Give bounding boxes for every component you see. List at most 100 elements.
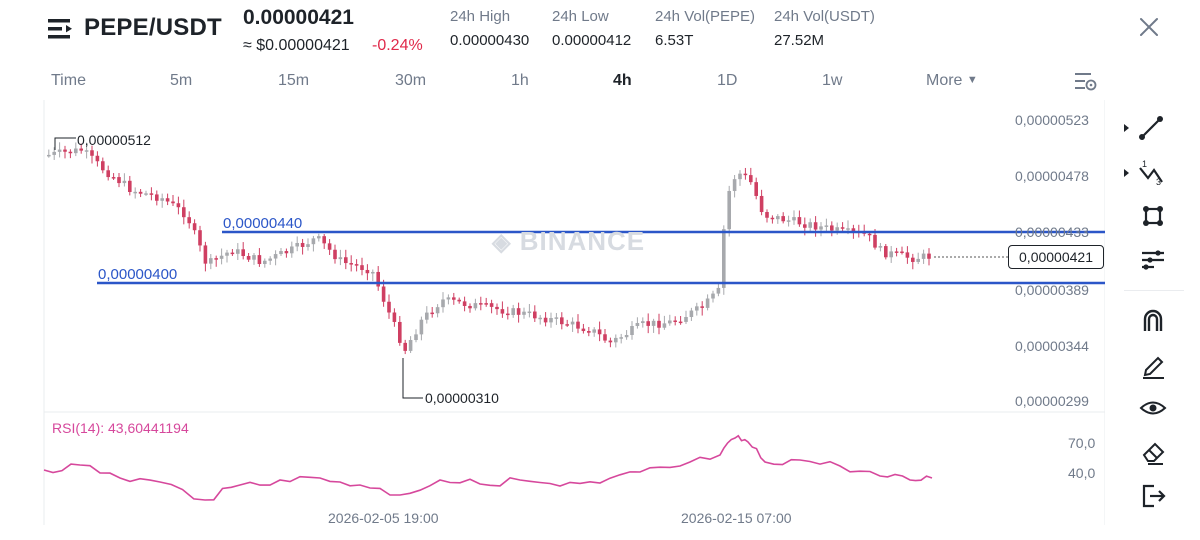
price-axis-label: 0,00000433: [1015, 224, 1089, 240]
eye-icon[interactable]: [1138, 393, 1168, 423]
hline-440-label: 0,00000440: [223, 215, 303, 232]
candle: [160, 198, 164, 201]
candle: [905, 252, 910, 258]
tab-30m[interactable]: 30m: [395, 72, 427, 89]
candle: [354, 264, 359, 266]
low-marker-label: 0,00000310: [425, 390, 499, 406]
candle: [101, 161, 105, 171]
candle: [441, 299, 445, 308]
candle: [894, 251, 899, 253]
candle: [754, 182, 758, 196]
candle: [182, 207, 186, 218]
stat-low-value: 0.00000412: [552, 32, 632, 49]
candle: [727, 190, 731, 230]
magnet-icon[interactable]: [1138, 305, 1168, 335]
candle: [560, 317, 564, 325]
candle: [576, 321, 580, 329]
menu-icon[interactable]: [48, 18, 74, 40]
candle: [700, 306, 704, 308]
candle: [225, 252, 229, 256]
chart-settings-icon[interactable]: [1074, 70, 1098, 92]
tab-1h[interactable]: 1h: [511, 72, 529, 89]
candle: [322, 236, 326, 244]
candle: [565, 324, 569, 326]
tab-4h[interactable]: 4h: [613, 72, 632, 89]
toolbar-divider: [1124, 290, 1184, 291]
candle: [68, 151, 73, 154]
tab-more[interactable]: More ▼: [926, 72, 978, 90]
tab-1d[interactable]: 1D: [717, 72, 738, 89]
candle: [927, 253, 931, 259]
candle: [246, 256, 251, 260]
price-axis-label: 0,00000478: [1015, 168, 1089, 184]
candle: [846, 228, 850, 230]
tab-time[interactable]: Time: [51, 72, 86, 89]
candle: [333, 249, 337, 260]
candle: [781, 216, 785, 222]
candle: [171, 201, 175, 204]
candle: [57, 149, 62, 152]
candle: [527, 311, 532, 314]
candle: [462, 301, 467, 306]
candle: [608, 340, 613, 343]
candle: [705, 298, 710, 308]
candle: [722, 229, 726, 288]
candle: [387, 301, 391, 313]
candle: [133, 191, 137, 194]
candle: [473, 303, 478, 309]
shape-icon[interactable]: [1138, 201, 1168, 231]
exit-icon[interactable]: [1138, 481, 1168, 511]
tab-1w[interactable]: 1w: [822, 72, 843, 89]
pencil-icon[interactable]: [1138, 350, 1168, 380]
candle: [84, 150, 89, 152]
candle: [365, 269, 370, 274]
indicator-icon[interactable]: [1138, 245, 1168, 275]
candle: [430, 312, 434, 315]
candle: [738, 173, 742, 180]
stat-vol-base-value: 6.53T: [655, 32, 694, 49]
candle: [770, 217, 775, 220]
close-icon[interactable]: [1138, 16, 1160, 38]
candle: [236, 249, 240, 254]
candlestick-chart[interactable]: [0, 100, 1105, 530]
candle: [79, 148, 83, 151]
candle: [495, 306, 499, 310]
watermark-text: BINANCE: [519, 226, 646, 256]
pair-title[interactable]: PEPE/USDT: [84, 14, 222, 41]
tab-15m[interactable]: 15m: [278, 72, 310, 89]
eraser-icon[interactable]: [1138, 437, 1168, 467]
candle: [711, 293, 715, 299]
candle: [90, 150, 94, 156]
price-change: -0.24%: [372, 37, 423, 54]
current-price-badge: 0,00000421: [1008, 245, 1104, 269]
candle: [808, 222, 812, 228]
candle: [549, 318, 553, 323]
tab-5m[interactable]: 5m: [170, 72, 193, 89]
candle: [187, 217, 191, 224]
high-leader: [54, 137, 76, 150]
fibonacci-icon[interactable]: 1 3: [1120, 158, 1168, 188]
candle: [317, 236, 321, 239]
candle: [279, 251, 283, 255]
candle: [522, 311, 526, 315]
candle: [500, 309, 505, 314]
candle: [192, 223, 197, 231]
binance-logo-icon: ◈: [492, 229, 512, 256]
candle: [516, 308, 521, 315]
trendline-icon[interactable]: [1120, 113, 1168, 143]
stat-low-label: 24h Low: [552, 8, 609, 25]
candle: [398, 321, 402, 343]
candle: [732, 179, 737, 191]
candle: [306, 244, 310, 247]
candle: [624, 334, 629, 338]
caret-down-icon: ▼: [966, 74, 978, 86]
watermark: ◈ BINANCE: [492, 226, 645, 257]
candle: [435, 307, 440, 314]
candle: [803, 224, 807, 228]
candle: [619, 337, 623, 339]
candle: [117, 177, 121, 184]
candle: [295, 242, 299, 247]
candle: [392, 312, 397, 322]
candle: [673, 320, 677, 322]
candle: [176, 203, 181, 208]
